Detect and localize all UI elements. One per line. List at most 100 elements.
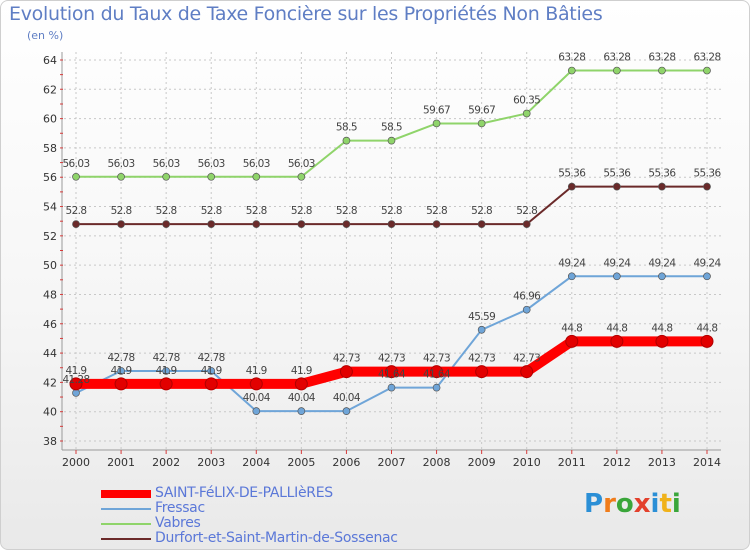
legend-swatch xyxy=(101,538,151,540)
data-point xyxy=(520,365,534,379)
x-tick-label: 2013 xyxy=(648,456,676,469)
data-label: 56.03 xyxy=(198,158,225,170)
data-label: 41.9 xyxy=(201,365,222,377)
data-point xyxy=(207,172,216,181)
data-label: 42.73 xyxy=(423,353,450,365)
data-label: 52.8 xyxy=(336,205,357,217)
data-label: 52.8 xyxy=(201,205,222,217)
data-point xyxy=(207,220,216,228)
data-point xyxy=(703,182,711,191)
logo-letter: x xyxy=(633,489,651,519)
data-label: 63.28 xyxy=(693,52,720,64)
data-label: 63.28 xyxy=(558,52,585,64)
y-tick-label: 42 xyxy=(43,376,57,389)
data-label: 42.73 xyxy=(513,353,540,365)
data-point xyxy=(385,365,398,379)
data-point xyxy=(387,220,396,228)
proxiti-logo: Proxiti xyxy=(584,489,681,519)
y-tick-label: 50 xyxy=(43,259,57,272)
data-point xyxy=(432,119,441,128)
data-point xyxy=(117,367,125,375)
data-point xyxy=(342,407,351,415)
data-label: 44.8 xyxy=(561,322,582,334)
data-point xyxy=(522,220,531,228)
data-label: 56.03 xyxy=(153,158,180,170)
data-point xyxy=(613,66,621,75)
x-tick-label: 2008 xyxy=(423,456,451,469)
axes: 38 40 42 44 46 48 50 52 54 56 58 60 62 64 2000 2001 2002… xyxy=(43,52,721,469)
logo-letter: i xyxy=(671,489,681,519)
y-tick-label: 40 xyxy=(43,406,57,419)
data-point xyxy=(387,383,396,392)
data-point xyxy=(703,66,711,75)
legend-swatch xyxy=(101,490,151,498)
y-tick-label: 38 xyxy=(43,435,57,448)
x-tick-label: 2004 xyxy=(242,456,270,469)
data-point xyxy=(522,109,531,118)
data-point xyxy=(387,136,396,145)
data-point xyxy=(703,272,711,281)
data-point xyxy=(432,383,441,392)
data-label: 49.24 xyxy=(603,257,631,269)
data-point xyxy=(252,172,261,181)
logo-letter: o xyxy=(615,489,634,519)
data-label: 40.04 xyxy=(243,392,271,404)
data-point xyxy=(613,182,621,191)
data-point xyxy=(567,272,576,281)
chart-title: Evolution du Taux de Taxe Foncière sur l… xyxy=(9,3,603,25)
data-label: 56.03 xyxy=(243,158,270,170)
unit-label: (en %) xyxy=(27,29,64,42)
data-label: 42.73 xyxy=(378,353,405,365)
data-label: 42.78 xyxy=(198,352,225,364)
data-label: 40.04 xyxy=(288,392,316,404)
data-label: 55.36 xyxy=(603,168,631,180)
x-tick-label: 2014 xyxy=(693,456,721,469)
data-label: 52.8 xyxy=(426,205,447,217)
data-label: 56.03 xyxy=(108,158,135,170)
data-point xyxy=(117,172,125,181)
data-label: 41.64 xyxy=(423,369,451,381)
y-tick-label: 62 xyxy=(43,83,57,96)
series-layer xyxy=(69,66,714,415)
data-label-layer: 41.9 41.9 41.9 41.9 41.9 41.9 42.73 42.73 42.73 4… xyxy=(62,52,722,405)
data-point xyxy=(567,66,576,75)
data-label: 49.24 xyxy=(558,257,586,269)
logo-letter: r xyxy=(603,489,616,519)
data-point xyxy=(610,334,624,348)
data-label: 63.28 xyxy=(603,52,630,64)
data-point xyxy=(69,377,83,391)
data-point xyxy=(297,407,306,415)
data-point xyxy=(477,119,486,128)
data-point xyxy=(339,365,353,379)
x-tick-label: 2009 xyxy=(468,456,496,469)
y-tick-label: 56 xyxy=(43,171,57,184)
data-label: 42.73 xyxy=(468,353,495,365)
data-point xyxy=(72,389,80,397)
logo-letter: i xyxy=(650,489,660,519)
data-point xyxy=(297,172,306,181)
data-point xyxy=(252,220,261,228)
data-point xyxy=(72,172,80,181)
y-tick-label: 44 xyxy=(43,347,57,360)
data-label: 52.8 xyxy=(516,205,537,217)
data-point xyxy=(658,182,666,191)
data-label: 52.8 xyxy=(111,205,132,217)
x-tick-label: 2006 xyxy=(332,456,360,469)
data-point xyxy=(342,220,351,228)
x-tick-label: 2007 xyxy=(378,456,406,469)
data-point xyxy=(297,220,306,228)
y-tick-label: 52 xyxy=(43,230,57,243)
data-point xyxy=(477,325,486,334)
data-point xyxy=(249,377,263,391)
x-tick-label: 2012 xyxy=(603,456,631,469)
x-tick-label: 2010 xyxy=(513,456,541,469)
data-point xyxy=(522,305,531,314)
y-tick-label: 48 xyxy=(43,288,57,301)
data-label: 60.35 xyxy=(513,94,540,106)
data-point xyxy=(475,365,489,379)
y-tick-label: 54 xyxy=(43,201,57,214)
data-label: 52.8 xyxy=(66,205,87,217)
data-label: 52.8 xyxy=(291,205,312,217)
